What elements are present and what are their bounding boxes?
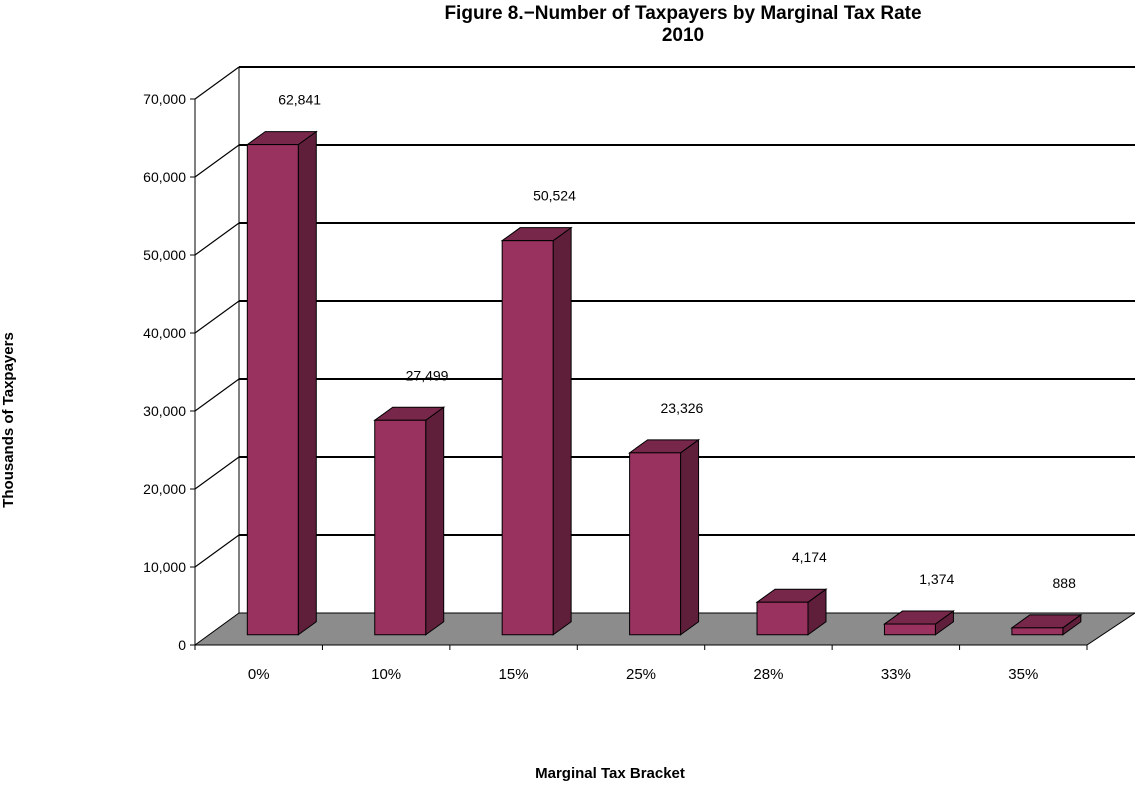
- bar-side: [680, 438, 700, 636]
- gridline-side: [194, 378, 240, 412]
- bar: [246, 144, 299, 636]
- x-tick-label: 25%: [626, 666, 656, 683]
- data-label: 4,174: [792, 549, 827, 565]
- gridline-side: [194, 456, 240, 490]
- y-tick-label: 60,000: [143, 169, 186, 185]
- plot-area: 0 10,000 20,000 30,000 40,000 50,000 60,000 70,…: [143, 66, 1135, 683]
- chart-subtitle: 2010: [662, 25, 704, 46]
- chart-title: Figure 8.−Number of Taxpayers by Margina…: [444, 3, 921, 24]
- bar: [883, 623, 936, 636]
- x-tick-label: 0%: [248, 666, 270, 683]
- bar: [629, 452, 682, 636]
- x-axis-title: Marginal Tax Bracket: [535, 765, 685, 782]
- x-tick-label: 10%: [371, 666, 401, 683]
- y-tick-label: 40,000: [143, 325, 186, 341]
- x-tick-label: 35%: [1008, 666, 1038, 683]
- data-label: 27,499: [406, 367, 449, 383]
- bar: [756, 601, 809, 636]
- y-tick-label: 30,000: [143, 403, 186, 419]
- bar: [1011, 627, 1064, 636]
- gridline-side: [194, 66, 240, 100]
- y-tick-label: 0: [178, 637, 186, 653]
- y-tick-label: 20,000: [143, 481, 186, 497]
- bar: [374, 419, 427, 636]
- gridline-side: [194, 300, 240, 334]
- x-tick-label: 33%: [881, 666, 911, 683]
- data-label: 50,524: [533, 188, 576, 204]
- bar-side: [297, 130, 317, 636]
- bar: [501, 240, 554, 636]
- y-tick-label: 70,000: [143, 91, 186, 107]
- x-tick-label: 15%: [499, 666, 529, 683]
- y-tick-label: 50,000: [143, 247, 186, 263]
- data-label: 23,326: [661, 400, 704, 416]
- gridline-side: [194, 144, 240, 178]
- data-label: 888: [1053, 575, 1077, 591]
- bar-side: [552, 226, 572, 636]
- gridline-side: [194, 222, 240, 256]
- x-tick-label: 28%: [753, 666, 783, 683]
- y-tick-label: 10,000: [143, 559, 186, 575]
- y-axis-title: Thousands of Taxpayers: [0, 332, 17, 508]
- data-label: 62,841: [278, 92, 321, 108]
- data-label: 1,374: [919, 571, 954, 587]
- bar-side: [425, 406, 445, 636]
- gridline-side: [194, 534, 240, 568]
